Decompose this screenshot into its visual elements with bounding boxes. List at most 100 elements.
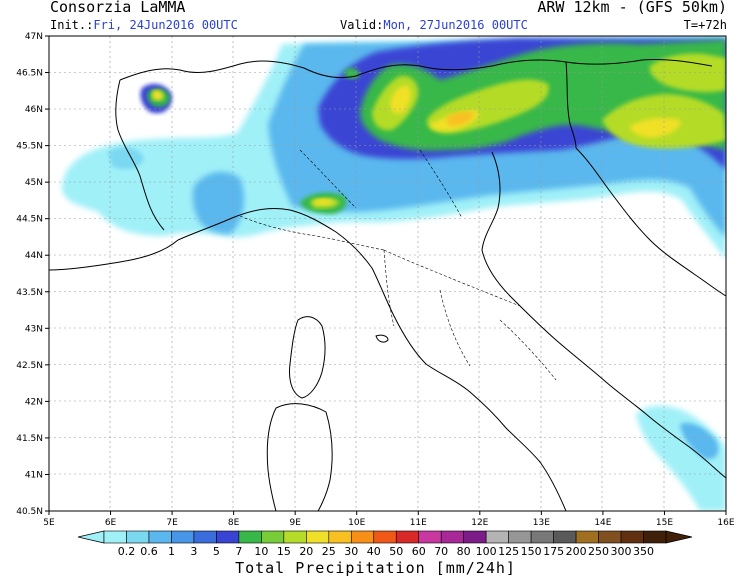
colorbar-label: 50 [389,545,403,558]
colorbar-swatch [216,530,240,544]
colorbar-swatch [508,530,532,544]
colorbar: 0.2 0.6 1 3 5 7 10 15 20 25 30 40 50 60 70 80 100 125 150 1… [77,530,693,558]
colorbar-label: 60 [412,545,426,558]
lon-label: 13E [533,518,550,528]
lon-label: 9E [289,518,301,528]
precip-cyan-se [680,422,719,459]
lat-label: 44N [25,251,43,261]
lat-label: 40.5N [16,507,43,517]
colorbar-swatch [103,530,127,544]
latitude-axis: 47N 46.5N 46N 45.5N 45N 44.5N 44N 43.5N 43N 42.5N… [16,32,49,517]
lon-label: 6E [105,518,117,528]
colorbar-swatch [238,530,262,544]
elba [375,334,389,343]
colorbar-label: 30 [344,545,358,558]
coastlines [49,58,726,511]
regional-borders [239,149,557,381]
lon-label: 11E [410,518,427,528]
lat-label: 43.5N [16,288,43,298]
colorbar-label: 250 [588,545,609,558]
lon-label: 12E [471,518,488,528]
lon-label: 15E [656,518,673,528]
precip-yellowgreen-4 [649,53,726,93]
lat-label: 42N [25,397,43,407]
colorbar-label: 125 [498,545,519,558]
colorbar-swatch [575,530,599,544]
colorbar-swatch [530,530,554,544]
italy-east-coast [481,151,726,479]
colorbar-label: 150 [521,545,542,558]
valid-value: Mon, 27Jun2016 00UTC [383,18,528,32]
colorbar-swatch [620,530,644,544]
colorbar-label: 70 [434,545,448,558]
lon-label: 8E [228,518,240,528]
colorbar-swatch [171,530,195,544]
colorbar-swatch [328,530,352,544]
precipitation-field [62,36,726,511]
lat-label: 45.5N [16,142,43,152]
colorbar-label: 1 [168,545,175,558]
lon-label: 7E [166,518,178,528]
lon-label: 16E [717,518,734,528]
colorbar-label: 300 [611,545,632,558]
precip-yellow-1 [390,85,411,114]
colorbar-swatch [148,530,172,544]
lat-label: 46.5N [16,69,43,79]
init-line: Init.:Fri, 24Jun2016 00UTC [50,18,238,32]
colorbar-label: 7 [235,545,242,558]
valid-label: Valid: [340,18,384,32]
colorbar-title: Total Precipitation [mm/24h] [235,559,516,577]
valid-line: Valid:Mon, 27Jun2016 00UTC [340,18,528,32]
colorbar-swatch [463,530,487,544]
alps-border [119,58,713,81]
lat-label: 41.5N [16,434,43,444]
colorbar-swatch [485,530,509,544]
colorbar-swatch [306,530,330,544]
corsica [289,316,326,399]
precip-orange-1 [446,111,474,126]
croatia-coast [575,147,726,297]
colorbar-arrow-left [77,530,105,544]
colorbar-swatch [193,530,217,544]
graticule [49,36,726,511]
colorbar-label: 40 [367,545,381,558]
lat-label: 41N [25,470,43,480]
sardinia [266,403,333,511]
colorbar-label: 3 [190,545,197,558]
colorbar-swatch [643,530,667,544]
france-coast [49,239,179,271]
colorbar-swatch [261,530,285,544]
colorbar-label: 350 [633,545,654,558]
precip-cyan-spot [108,147,144,170]
colorbar-arrow-right [665,530,693,544]
colorbar-label: 20 [299,545,313,558]
colorbar-swatch [283,530,307,544]
colorbar-label: 0.6 [140,545,158,558]
colorbar-swatch [395,530,420,544]
colorbar-label: 15 [277,545,291,558]
lat-label: 42.5N [16,361,43,371]
org-title: Consorzia LaMMA [50,0,186,16]
model-title: ARW 12km - (GFS 50km) [537,0,727,16]
lon-label: 10E [348,518,365,528]
colorbar-swatch [350,530,375,544]
colorbar-swatch [440,530,464,544]
precip-yellow-3 [630,118,681,138]
lat-label: 43N [25,324,43,334]
colorbar-swatch [553,530,577,544]
italy-west-coast [177,207,567,511]
lat-label: 45N [25,178,43,188]
longitude-axis: 5E 6E 7E 8E 9E 10E 11E 12E 13E 14E 15E 16E [43,511,735,528]
colorbar-label: 175 [543,545,564,558]
colorbar-label: 10 [254,545,268,558]
init-value: Fri, 24Jun2016 00UTC [93,18,238,32]
colorbar-swatch [598,530,622,544]
swiss-border [115,79,165,231]
slovenia-border [565,61,577,149]
init-label: Init.: [50,18,94,32]
colorbar-label: 200 [566,545,587,558]
colorbar-label: 25 [322,545,336,558]
colorbar-label: 100 [476,545,497,558]
colorbar-label: 5 [213,545,220,558]
